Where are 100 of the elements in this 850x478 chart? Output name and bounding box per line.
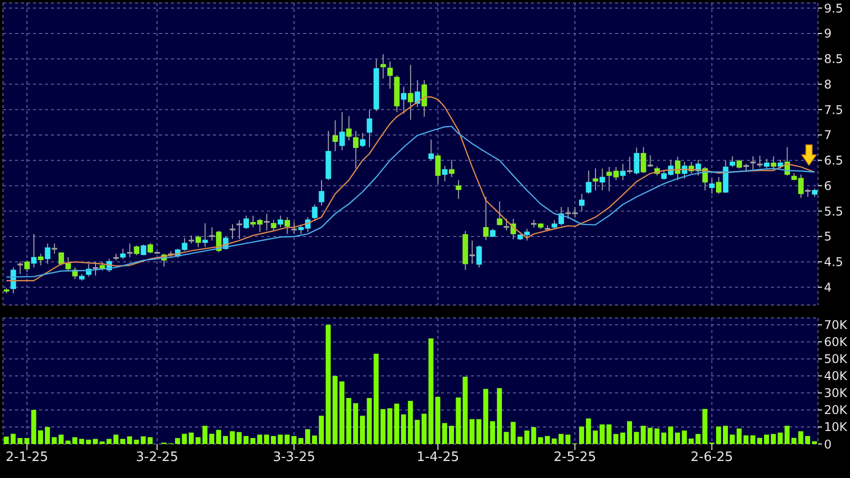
candlestick xyxy=(674,156,680,181)
candlestick xyxy=(366,110,372,148)
y-tick-label: 0 xyxy=(824,437,832,452)
candlestick xyxy=(360,132,366,148)
candlestick xyxy=(400,86,406,114)
y-tick-label: 30K xyxy=(824,386,848,400)
bar xyxy=(422,414,427,444)
bar xyxy=(722,426,728,444)
bar xyxy=(380,409,386,444)
candlestick xyxy=(65,256,71,271)
candlestick xyxy=(31,233,37,268)
y-tick-label: 6.5 xyxy=(824,154,844,168)
candlestick xyxy=(291,222,297,234)
x-tick-label: 2-1-25 xyxy=(6,450,48,466)
bar xyxy=(65,440,70,444)
line-series xyxy=(6,126,816,278)
bar xyxy=(517,436,522,444)
y-tick-label: 8 xyxy=(824,77,832,92)
y-tick-label: 40K xyxy=(824,369,848,384)
candlestick xyxy=(716,176,722,194)
candlestick xyxy=(448,159,454,178)
y-tick-label: 5 xyxy=(824,230,832,244)
candlestick xyxy=(278,215,284,228)
y-tick-label: 7 xyxy=(824,128,832,142)
y-tick-label: 9 xyxy=(824,26,832,41)
candlestick xyxy=(236,220,242,240)
candlestick xyxy=(469,240,475,264)
bar xyxy=(106,438,112,444)
bar xyxy=(18,438,23,444)
y-tick-label: 70K xyxy=(824,318,848,332)
bar xyxy=(586,418,591,444)
bar xyxy=(291,436,296,444)
candlestick xyxy=(442,165,448,182)
bar xyxy=(675,432,680,444)
bar xyxy=(558,434,564,444)
candlestick xyxy=(524,228,530,242)
candlestick xyxy=(339,112,345,151)
candlestick xyxy=(270,219,276,231)
candlestick xyxy=(648,154,654,168)
candlestick xyxy=(435,154,441,184)
y-tick-label: 10K xyxy=(824,420,848,434)
candlestick xyxy=(312,204,318,221)
bar xyxy=(538,437,544,444)
candlestick xyxy=(284,216,290,234)
candlestick xyxy=(504,218,510,231)
bar xyxy=(360,416,365,444)
y-tick-label: 9.5 xyxy=(824,1,844,16)
candlestick xyxy=(408,64,414,120)
bar xyxy=(244,436,249,444)
candlestick xyxy=(770,156,776,171)
y-tick-label: 5.5 xyxy=(824,204,844,218)
bar xyxy=(627,421,632,444)
bar xyxy=(448,426,454,444)
bar xyxy=(764,434,770,444)
bar xyxy=(490,421,496,444)
candlestick xyxy=(230,224,236,240)
candlestick xyxy=(730,156,736,168)
bar xyxy=(339,381,344,444)
candlestick xyxy=(496,200,502,226)
candlestick xyxy=(387,60,393,90)
bar xyxy=(222,436,228,444)
candlestick xyxy=(92,261,98,276)
bar xyxy=(565,434,570,444)
y-tick-label: 8.5 xyxy=(824,52,844,66)
candlestick xyxy=(600,168,606,191)
candlestick xyxy=(38,253,44,266)
candlestick xyxy=(626,156,632,174)
bar xyxy=(401,414,406,444)
x-tick-label: 1-4-25 xyxy=(416,450,460,466)
candlestick xyxy=(456,180,462,200)
candlestick xyxy=(586,170,592,194)
bar xyxy=(470,419,475,444)
bar xyxy=(134,440,139,444)
bar xyxy=(44,426,50,444)
candlestick xyxy=(422,80,428,118)
bar xyxy=(606,424,612,444)
bar xyxy=(428,338,434,444)
bar xyxy=(175,438,180,444)
y-tick-label: 60K xyxy=(824,335,848,350)
x-tick-label: 2-5-25 xyxy=(554,450,596,466)
y-tick-label: 50K xyxy=(824,352,848,366)
x-tick-label: 3-3-25 xyxy=(272,450,316,466)
candlestick xyxy=(264,213,270,231)
bar xyxy=(716,426,722,444)
bar xyxy=(654,428,660,444)
candlestick xyxy=(318,180,324,206)
bar xyxy=(202,426,208,444)
candlestick xyxy=(353,130,359,169)
candlestick xyxy=(414,80,420,108)
bar xyxy=(784,426,790,444)
y-tick-label: 6 xyxy=(824,178,832,193)
candlestick xyxy=(579,193,585,212)
candlestick xyxy=(380,54,386,80)
bar xyxy=(634,432,639,444)
candlestick xyxy=(750,156,756,170)
x-tick-label: 2-6-25 xyxy=(690,450,734,466)
y-tick-label: 4 xyxy=(824,280,832,294)
y-tick-label: 7.5 xyxy=(824,102,844,117)
bar xyxy=(812,441,817,444)
bar xyxy=(332,376,338,444)
